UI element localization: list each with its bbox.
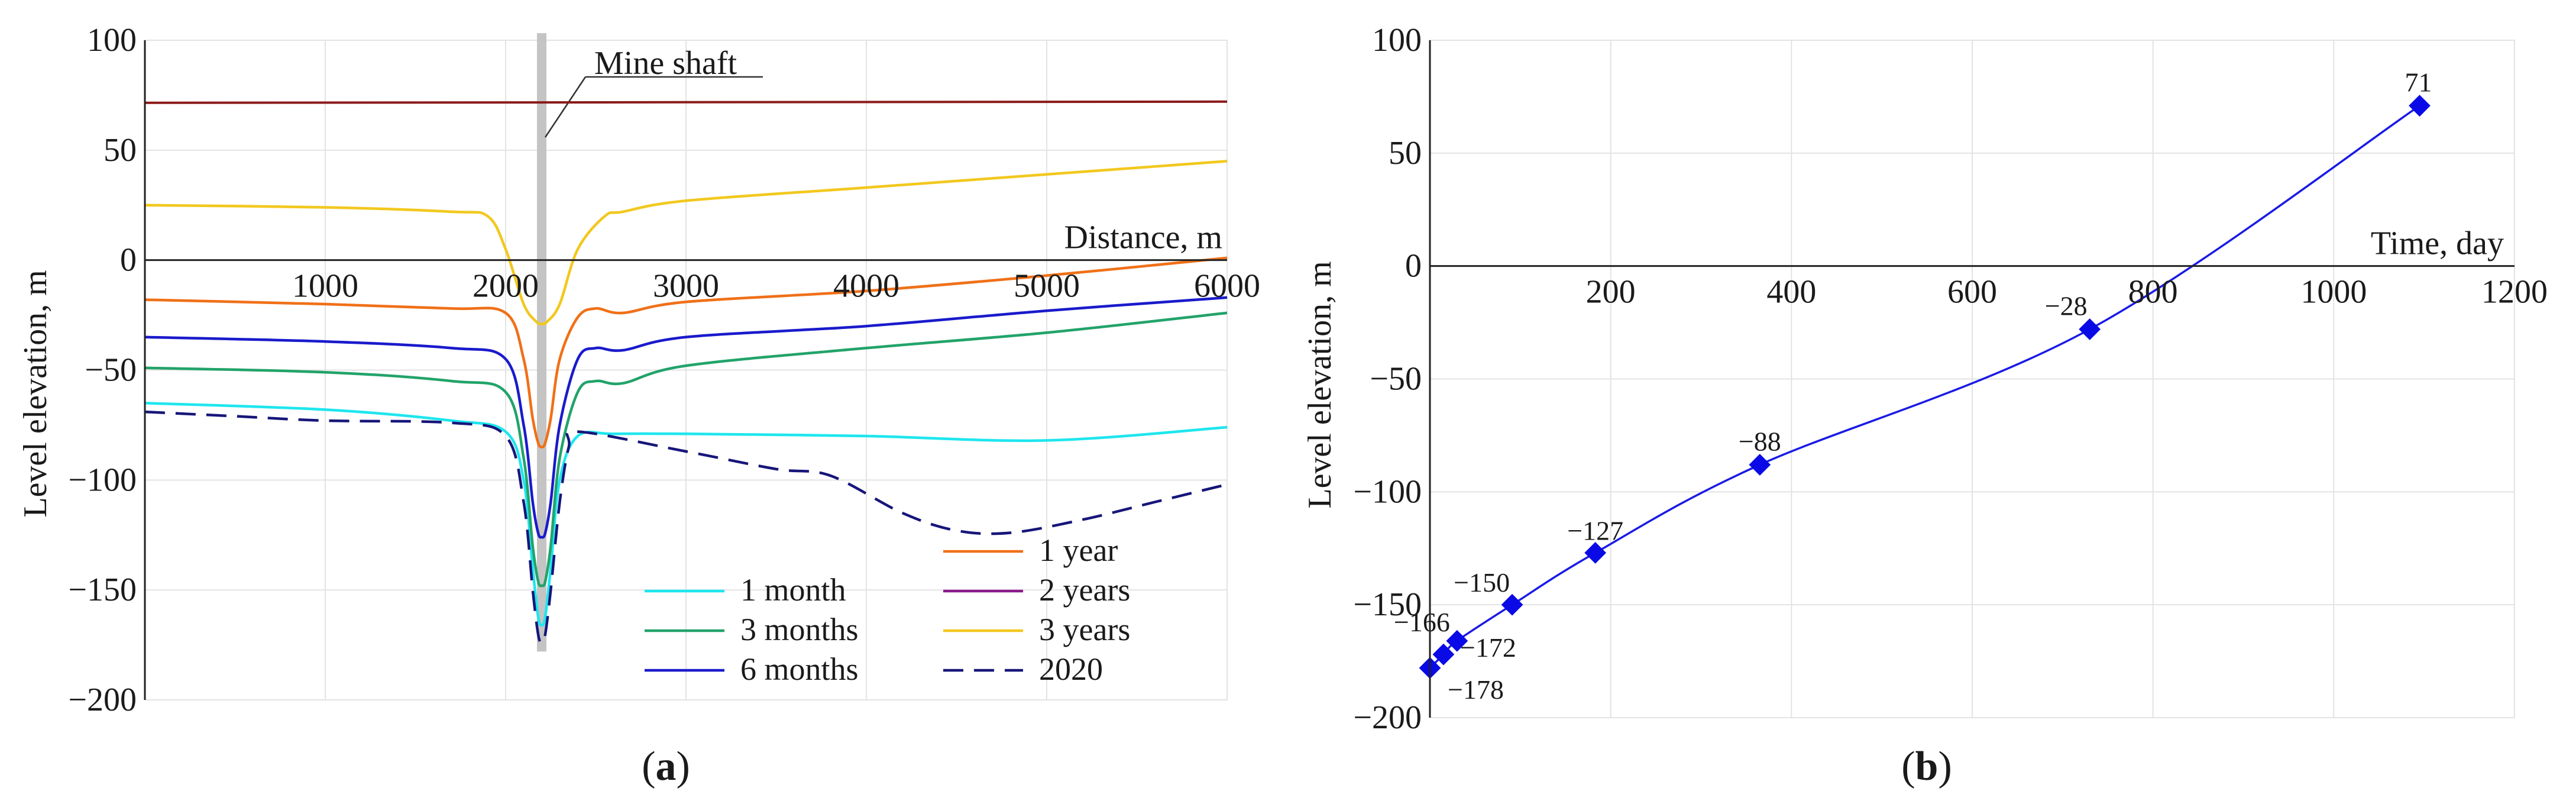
panel-a-x-tick-label: 4000 xyxy=(833,268,899,305)
panel-b-series: −178 −172 −166−150 −127 −88 −28 71 xyxy=(1394,67,2432,705)
panel-b-x-tick-label: 800 xyxy=(2128,274,2178,311)
data-point-marker xyxy=(1432,643,1455,666)
panel-b-y-tick-label: 0 xyxy=(1405,248,1422,285)
series-line-top xyxy=(144,100,1228,104)
data-point-marker xyxy=(1584,541,1607,564)
data-point-marker xyxy=(2409,95,2431,117)
panel-a-y-axis-label: Level elevation, m xyxy=(17,270,54,517)
panel-b-y-tick-label: −100 xyxy=(1353,473,1422,510)
panel-a-legend: 1 month 3 months 6 months 1 year 2 years 3 ye… xyxy=(645,532,1130,687)
panel-a-label: (a) xyxy=(642,744,690,789)
data-point-label: −172 xyxy=(1460,632,1516,663)
panel-a-x-tick-label: 1000 xyxy=(292,268,358,305)
panel-a-y-tick-label: −50 xyxy=(85,352,137,389)
mine-shaft-annotation: Mine shaft xyxy=(594,45,737,82)
panel-a-chart: 100 50 0 −50 −100 −150 −200 1000 2000 3000 4000 500… xyxy=(17,22,1260,789)
series-line-level xyxy=(1429,105,2420,669)
panel-a-axes xyxy=(144,40,1227,700)
mine-shaft xyxy=(537,33,763,652)
data-point-marker xyxy=(1446,630,1468,652)
panel-a-x-tick-label: 6000 xyxy=(1194,268,1260,305)
panel-b-x-tick-label: 1200 xyxy=(2481,274,2548,311)
panel-b-gridlines xyxy=(1430,40,2514,718)
panel-b-y-tick-label: −50 xyxy=(1370,361,1422,398)
panel-a-y-tick-label: 100 xyxy=(87,22,137,59)
panel-b-label: (b) xyxy=(1901,744,1952,789)
panel-a-y-tick-label: −150 xyxy=(68,572,137,608)
panel-a-tick-labels: 100 50 0 −50 −100 −150 −200 1000 2000 3000 4000 500… xyxy=(68,22,1260,718)
data-point-marker xyxy=(1749,454,1771,476)
panel-a-x-tick-label: 2000 xyxy=(473,268,539,305)
panel-b-x-axis-label: Time, day xyxy=(2371,225,2504,262)
series-line-3-months xyxy=(144,311,1228,588)
data-point-marker xyxy=(1501,593,1523,616)
panel-b-axes xyxy=(1429,40,2514,718)
legend-label: 3 months xyxy=(740,612,859,647)
mine-shaft-leader xyxy=(544,76,587,138)
panel-b-tick-labels: 100 50 0 −50 −100 −150 −200 200 400 600 800 1000 120… xyxy=(1353,22,2548,736)
series-line-6-months xyxy=(144,296,1228,539)
series-line-3-years xyxy=(144,160,1228,326)
legend-label: 2 years xyxy=(1039,572,1130,608)
panel-a-y-tick-label: −100 xyxy=(68,461,137,498)
panel-a-x-axis-label: Distance, m xyxy=(1064,219,1222,256)
data-point-label: 71 xyxy=(2405,67,2432,98)
data-point-label: −150 xyxy=(1454,567,1510,598)
data-point-label: −88 xyxy=(1739,427,1781,457)
panel-b-y-axis-label: Level elevation, m xyxy=(1302,261,1338,508)
series-line-1-month xyxy=(144,402,1228,627)
series-line-2020 xyxy=(144,410,1228,644)
panel-a-series xyxy=(144,100,1228,644)
panel-b-y-tick-label: 50 xyxy=(1389,135,1422,172)
panel-b-x-tick-label: 200 xyxy=(1586,274,1636,311)
legend-label: 3 years xyxy=(1039,612,1130,647)
panel-b-x-tick-label: 1000 xyxy=(2300,274,2367,311)
panel-a-y-tick-label: −200 xyxy=(68,682,137,718)
panel-b-x-tick-label: 400 xyxy=(1766,274,1816,311)
panel-b-y-tick-label: 100 xyxy=(1372,22,1422,59)
legend-label: 6 months xyxy=(740,651,859,687)
legend-label: 1 month xyxy=(740,572,846,608)
data-point-marker xyxy=(2079,318,2101,340)
panel-a-y-tick-label: 0 xyxy=(120,242,137,279)
panel-b-x-tick-label: 600 xyxy=(1947,274,1997,311)
data-point-label: −28 xyxy=(2045,291,2088,321)
panel-b-y-tick-label: −200 xyxy=(1353,699,1422,736)
data-point-label: −127 xyxy=(1567,515,1623,545)
panel-a-x-tick-label: 5000 xyxy=(1014,268,1080,305)
panel-b-y-tick-label: −150 xyxy=(1353,586,1422,623)
series-line-1-year xyxy=(144,256,1228,448)
mine-shaft-bar xyxy=(537,33,546,652)
data-point-label: −178 xyxy=(1448,674,1504,705)
panel-a-y-tick-label: 50 xyxy=(103,132,137,169)
legend-label: 2020 xyxy=(1039,651,1103,687)
legend-label: 1 year xyxy=(1039,532,1118,568)
panel-a-x-tick-label: 3000 xyxy=(653,268,719,305)
data-point-label: −166 xyxy=(1394,607,1450,637)
